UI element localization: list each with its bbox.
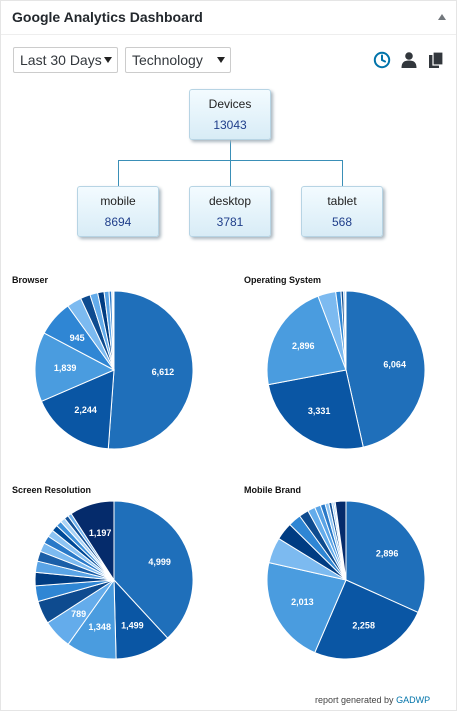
pie-data-label: 1,348 [88,622,111,632]
clock-icon[interactable] [373,51,391,69]
footer-text: report generated by [315,695,394,705]
node-value: 8694 [104,215,132,229]
tree-node-devices: Devices 13043 [189,89,271,140]
gadwp-link[interactable]: GADWP [396,695,431,705]
pie-data-label: 3,331 [308,406,331,416]
pie-data-label: 2,244 [74,405,97,415]
chart-title-os: Operating System [244,275,322,285]
pie-data-label: 6,612 [152,367,175,377]
pie-slice[interactable] [267,369,364,450]
pie-slice[interactable] [113,500,194,639]
report-select-value: Technology [132,52,203,68]
node-value: 3781 [216,215,244,229]
chart-title-resolution: Screen Resolution [12,485,92,495]
pie-slice[interactable] [70,500,115,582]
tree-node-tablet: tablet 568 [301,186,383,237]
pie-slice[interactable] [345,500,426,614]
report-footer: report generated by GADWP [315,695,430,705]
pie-data-label: 1,197 [89,528,112,538]
tree-node-desktop: desktop 3781 [189,186,271,237]
pie-slice[interactable] [107,290,194,450]
period-select[interactable]: Last 30 Days [13,47,118,73]
tree-node-mobile: mobile 8694 [77,186,159,237]
tree-connector [230,160,231,186]
tree-connector [118,160,119,186]
pie-data-label: 6,064 [383,360,406,370]
node-label: Devices [208,97,252,111]
pie-data-label: 1,839 [54,363,77,373]
pie-slice[interactable] [40,369,115,450]
pie-slice[interactable] [334,500,347,581]
widget-title: Google Analytics Dashboard [12,9,203,25]
pie-data-label: 2,896 [292,341,315,351]
pie-slice[interactable] [345,290,426,448]
node-value: 13043 [213,118,247,132]
pie-slice[interactable] [112,290,115,371]
dropdown-caret-icon [104,57,112,63]
user-icon[interactable] [400,51,418,69]
pie-slice[interactable] [34,332,116,402]
report-select[interactable]: Technology [125,47,231,73]
node-label: tablet [327,194,357,208]
pie-data-label: 2,258 [352,621,375,631]
pie-slice[interactable] [314,579,419,660]
pie-chart-mobile-brand: 2,896 2,258 2,013 [266,500,426,660]
dropdown-caret-icon [217,57,225,63]
pie-data-label: 789 [71,609,86,619]
pie-data-label: 2,896 [376,548,399,558]
node-label: mobile [100,194,136,208]
period-select-value: Last 30 Days [20,52,102,68]
pie-data-label: 2,013 [291,597,314,607]
chart-title-mobile-brand: Mobile Brand [244,485,302,495]
widget-header: Google Analytics Dashboard [1,1,456,35]
pie-data-label: 1,499 [121,620,144,630]
copy-icon[interactable] [427,51,445,69]
node-label: desktop [208,194,252,208]
pie-chart-os: 6,064 3,331 2,896 [266,290,426,450]
pie-slice[interactable] [266,562,347,654]
pie-data-label: 4,999 [148,557,171,567]
pie-chart-browser: 6,612 2,244 1,839 945 [34,290,194,450]
tree-connector [230,140,231,160]
pie-data-label: 945 [70,333,85,343]
node-value: 568 [331,215,353,229]
pie-slice[interactable] [344,290,347,371]
collapse-toggle-icon[interactable] [438,14,446,20]
tree-connector [342,160,343,186]
chart-title-browser: Browser [12,275,49,285]
